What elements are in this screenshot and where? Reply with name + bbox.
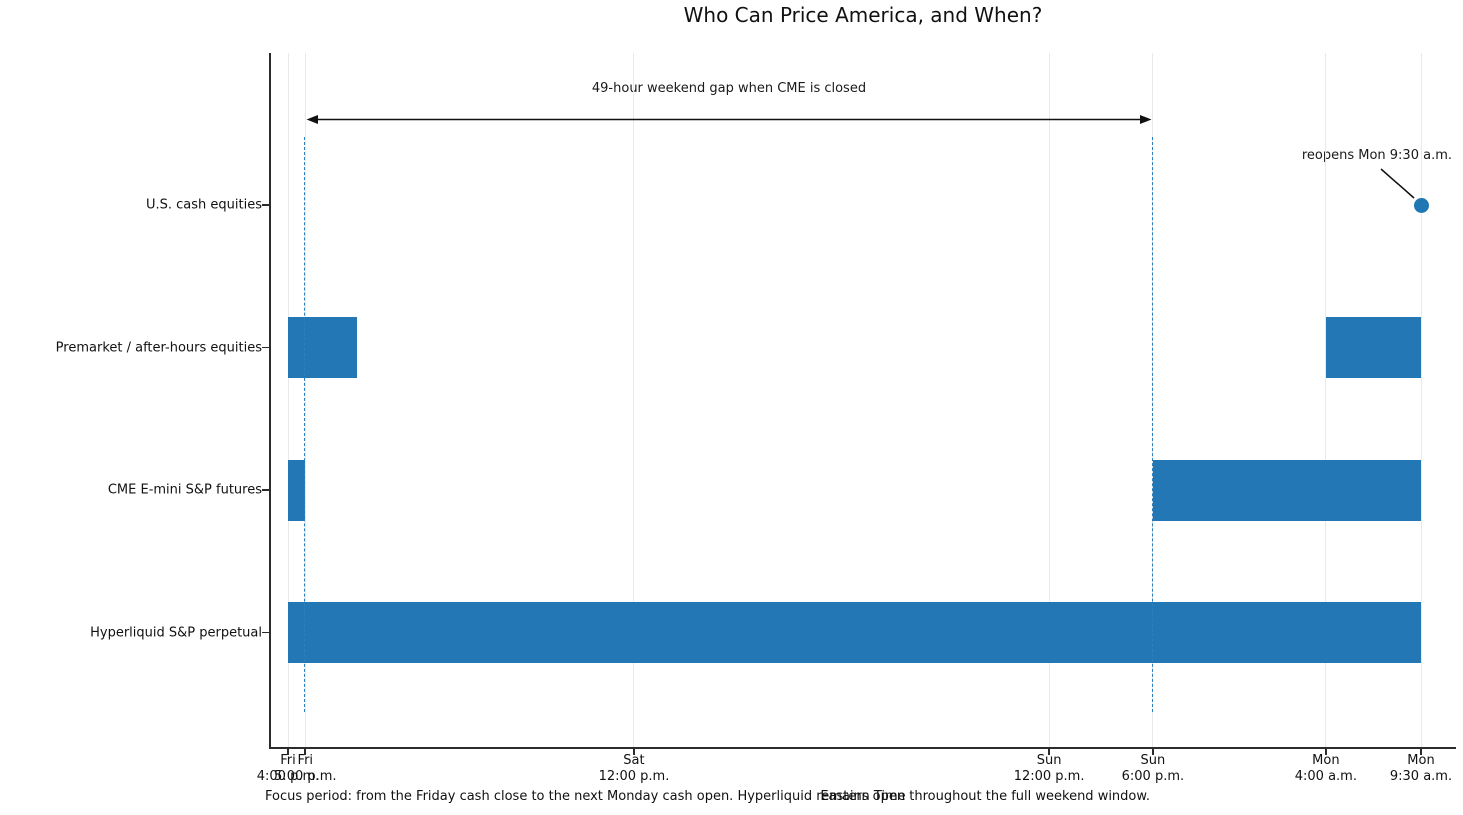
reopen-marker-dot [1413,197,1429,213]
x-tick-label: Sun 6:00 p.m. [1122,753,1185,784]
x-tick-day: Mon [1407,753,1435,768]
weekend-gap-guide-line [304,137,306,712]
market-open-bar [288,602,1421,663]
x-tick-day: Sat [623,753,645,768]
x-axis-spine [269,747,1456,749]
x-tick-label: Fri 5:00 p.m. [274,753,337,784]
x-gridline [1420,53,1422,747]
x-gridline [1048,53,1050,747]
x-tick-time: 4:00 a.m. [1294,768,1357,784]
x-tick-time: 12:00 p.m. [1013,768,1085,784]
x-tick-day: Sun [1036,753,1062,768]
market-open-bar [288,459,306,521]
x-tick-label: Fri 4:00 p.m. [257,753,320,784]
gap-arrow-head-left [306,115,318,124]
y-tick-mark [262,489,270,491]
x-tick-day: Sun [1140,753,1166,768]
market-open-bar [288,317,358,378]
y-axis-category-label: U.S. cash equities [145,197,262,213]
market-open-bar [1152,459,1421,521]
x-gridline [633,53,635,747]
x-tick-time: 12:00 p.m. [598,768,670,784]
reopens-annotation-label: reopens Mon 9:30 a.m. [1301,148,1452,163]
y-tick-mark [262,204,270,206]
x-tick-day: Fri [280,753,296,768]
x-tick-mark [633,748,635,755]
x-tick-time: 9:30 a.m. [1389,768,1453,784]
x-tick-day: Fri [297,753,314,768]
x-tick-day: Mon [1312,753,1340,768]
x-axis-label: Eastern Time [820,789,906,804]
x-tick-label: Sun 12:00 p.m. [1014,753,1085,784]
y-axis-category-label: CME E-mini S&P futures [107,482,262,498]
x-tick-label: Mon 9:30 a.m. [1390,753,1452,784]
y-axis-spine [269,53,271,748]
gap-arrow-head-right [1140,115,1152,124]
y-axis-category-label: Premarket / after-hours equities [55,340,262,355]
chart-title: Who Can Price America, and When? [683,3,1043,27]
x-tick-mark [1420,748,1422,755]
y-tick-mark [262,346,270,349]
market-open-bar [1325,317,1421,378]
x-tick-time: 5:00 p.m. [274,768,337,784]
weekend-gap-guide-line [1152,137,1154,712]
x-tick-mark [1048,748,1050,755]
x-tick-label: Mon 4:00 a.m. [1295,753,1357,784]
x-tick-mark [287,748,289,755]
y-tick-mark [262,631,270,634]
x-gridline [287,53,289,747]
x-tick-time: 4:00 p.m. [256,768,320,784]
gap-annotation-label: 49-hour weekend gap when CME is closed [591,81,867,96]
y-axis-category-label: Hyperliquid S&P perpetual [90,625,262,640]
x-tick-mark [304,748,307,755]
x-tick-mark [1152,748,1154,755]
caption: Focus period: from the Friday cash close… [265,789,1150,804]
reopens-leader-line [1380,168,1415,199]
x-tick-mark [1325,748,1327,755]
x-tick-time: 6:00 p.m. [1121,768,1185,784]
x-tick-label: Sat 12:00 p.m. [599,753,670,784]
x-gridline [1325,53,1327,747]
